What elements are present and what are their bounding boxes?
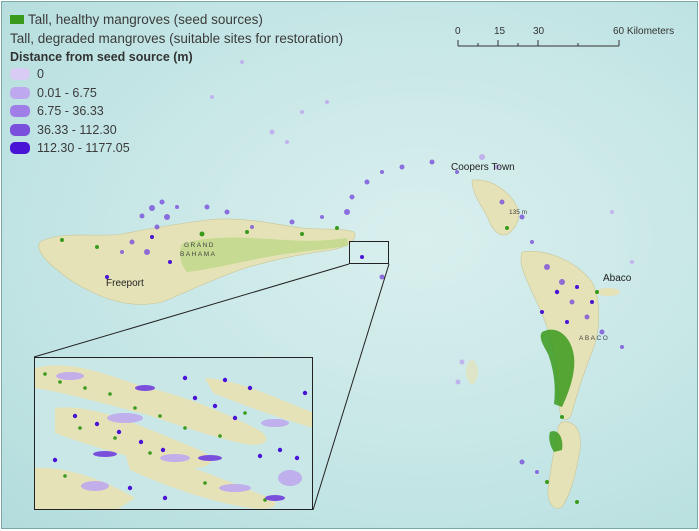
abaco-mangroves — [549, 431, 563, 452]
distance-class-swatch — [10, 68, 30, 81]
distance-class-swatch — [10, 123, 30, 136]
scale-bar-graphic — [457, 40, 620, 47]
distance-class-label: 112.30 - 1177.05 — [37, 141, 130, 156]
abaco-cay — [596, 288, 620, 296]
distance-class-row: 112.30 - 1177.05 — [10, 139, 390, 158]
inset-map — [34, 357, 313, 510]
place-label-coopers-town: Coopers Town — [451, 162, 515, 173]
place-label-bahama: BAHAMA — [180, 251, 217, 258]
distance-class-row: 0 — [10, 65, 390, 84]
distance-dots — [60, 60, 634, 504]
abaco-mangroves — [540, 329, 575, 407]
distance-class-label: 6.75 - 36.33 — [37, 104, 104, 119]
scale-tick-label: 0 — [455, 26, 461, 37]
legend: Tall, healthy mangroves (seed sources) T… — [10, 10, 390, 158]
healthy-swatch — [10, 15, 24, 24]
inset-leader-line — [33, 263, 350, 358]
scale-bar: 0 15 30 60 Kilometers — [455, 26, 695, 48]
distance-class-label: 36.33 - 112.30 — [37, 122, 117, 137]
legend-item-degraded: Tall, degraded mangroves (suitable sites… — [10, 29, 390, 48]
place-label-grand: GRAND — [184, 242, 215, 249]
distance-class-row: 0.01 - 6.75 — [10, 84, 390, 103]
distance-class-swatch — [10, 86, 30, 99]
legend-item-healthy: Tall, healthy mangroves (seed sources) — [10, 10, 390, 29]
grand-bahama-mangroves — [179, 237, 348, 272]
inset-leader-line — [312, 263, 390, 511]
inset-extent-box — [349, 241, 389, 264]
legend-degraded-label: Tall, degraded mangroves (suitable sites… — [10, 31, 344, 46]
elevation-label: 135 m — [509, 209, 528, 216]
place-label-abaco-town: Abaco — [603, 273, 632, 284]
distance-legend-title: Distance from seed source (m) — [10, 49, 193, 64]
distance-class-label: 0.01 - 6.75 — [37, 85, 97, 100]
distance-class-swatch — [10, 105, 30, 118]
distance-class-row: 36.33 - 112.30 — [10, 121, 390, 140]
scale-tick-label: 15 — [494, 26, 506, 37]
distance-class-label: 0 — [37, 67, 44, 82]
abaco-north-cay — [471, 179, 520, 236]
place-label-abaco-island: ABACO — [579, 335, 610, 342]
abaco-cay — [466, 360, 478, 384]
scale-tick-label: 30 — [533, 26, 545, 37]
legend-healthy-label: Tall, healthy mangroves (seed sources) — [28, 12, 263, 27]
distance-class-swatch — [10, 142, 30, 155]
scale-tick-label: 60 Kilometers — [613, 26, 675, 37]
place-label-freeport: Freeport — [106, 278, 144, 289]
distance-class-row: 6.75 - 36.33 — [10, 102, 390, 121]
inset-map-canvas — [35, 358, 312, 509]
